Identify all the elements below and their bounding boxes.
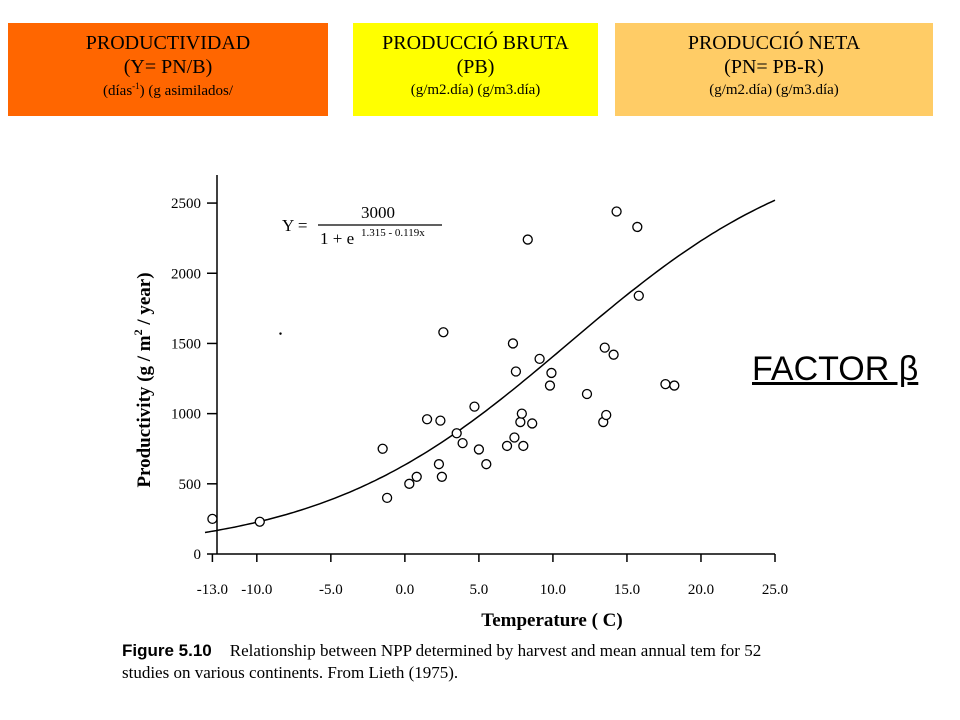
x-axis-label: Temperature ( C) [481,610,622,631]
y-axis-label-post: / year) [134,272,155,329]
x-tick-label: 10.0 [540,582,566,598]
produccio-neta-formula: (PN= PB-R) [724,56,824,78]
y-axis-ticks: 0 500 1000 1500 2000 2500 [171,196,217,563]
data-point [481,459,492,470]
x-tick-label: -5.0 [319,582,343,598]
y-tick-label: 0 [194,547,202,563]
productividad-units-sup: -1 [132,81,140,91]
logistic-curve [204,199,776,534]
data-point [433,459,445,470]
data-point [601,409,612,421]
equation-lhs: Y = [282,216,307,235]
x-axis-ticks: -13.0 -10.0 -5.0 0.0 5.0 10.0 15.0 20.0 25.0 [197,554,788,598]
figure-number: Figure 5.10 [122,641,212,660]
data-point [534,353,545,365]
data-point [381,492,393,504]
x-tick-label: -10.0 [241,582,272,598]
factor-beta-label: FACTOR β [752,350,919,388]
productividad-box: PRODUCTIVIDAD (Y= PN/B) (días-1) (g asim… [8,23,328,116]
produccio-bruta-units: (g/m2.día) (g/m3.día) [410,82,541,98]
data-point [660,379,671,390]
data-point [599,342,610,353]
data-point [421,414,433,425]
equation: Y = 3000 1 + e 1.315 - 0.119x [282,203,442,248]
data-point [632,221,643,233]
y-tick-label: 1500 [171,336,201,352]
y-tick-label: 500 [179,477,202,493]
x-tick-label: 20.0 [688,582,714,598]
x-tick-label: 0.0 [395,582,414,598]
data-point [608,349,619,360]
produccio-neta-title: PRODUCCIÓ NETA [687,32,861,54]
productividad-formula: (Y= PN/B) [123,56,213,78]
y-axis-label: Productivity (g / m2 / year) [131,272,155,487]
productividad-units-pre: (días [103,83,133,99]
produccio-bruta-box: PRODUCCIÓ BRUTA (PB) (g/m2.día) (g/m3.dí… [353,23,598,116]
data-point [404,478,415,489]
x-tick-label: 25.0 [762,582,788,598]
data-point [377,443,388,454]
data-point [544,380,556,391]
y-axis-label-pre: Productivity (g / m [134,335,155,487]
data-point [438,327,449,338]
data-point [527,418,538,429]
data-point [522,234,533,245]
data-point [633,290,644,301]
data-point [411,471,422,482]
x-tick-label: 5.0 [470,582,489,598]
equation-numerator: 3000 [361,203,395,222]
productividad-units-post: ) (g asimilados/ [139,83,233,99]
data-point [581,388,593,400]
data-point [515,416,526,428]
data-point [473,444,485,455]
data-point [510,366,522,377]
y-tick-label: 1000 [171,407,201,423]
productividad-title: PRODUCTIVIDAD [85,32,251,54]
data-point [516,408,527,419]
produccio-neta-box: PRODUCCIÓ NETA (PN= PB-R) (g/m2.día) (g/… [615,23,933,116]
equation-exponent: 1.315 - 0.119x [361,227,425,239]
produccio-bruta-title: PRODUCCIÓ BRUTA [382,32,569,54]
produccio-neta-units: (g/m2.día) (g/m3.día) [709,82,839,98]
y-tick-label: 2500 [171,196,201,212]
x-tick-label: -13.0 [197,582,228,598]
equation-denominator: 1 + e [320,229,354,248]
chart-axes [216,175,775,555]
data-point [207,513,218,525]
data-point [507,338,519,349]
caption-text: Relationship between NPP determined by h… [122,641,762,682]
data-points [207,206,680,527]
data-point [611,206,622,217]
y-axis-label-sup: 2 [131,329,145,335]
stray-mark [279,332,282,335]
data-point [435,415,446,426]
data-point [469,401,480,412]
data-point [546,367,557,379]
data-point [669,380,680,391]
data-point [518,440,529,452]
y-tick-label: 2000 [171,266,201,282]
produccio-bruta-formula: (PB) [456,56,495,78]
data-point [501,440,513,452]
data-point [509,432,520,443]
data-point [451,428,462,439]
figure-caption: Figure 5.10 Relationship between NPP dete… [122,640,782,684]
x-tick-label: 15.0 [614,582,640,598]
data-point [254,516,265,527]
productividad-units: (días-1) (g asimilados/ [8,81,328,100]
data-point [457,437,468,449]
data-point [436,471,448,482]
